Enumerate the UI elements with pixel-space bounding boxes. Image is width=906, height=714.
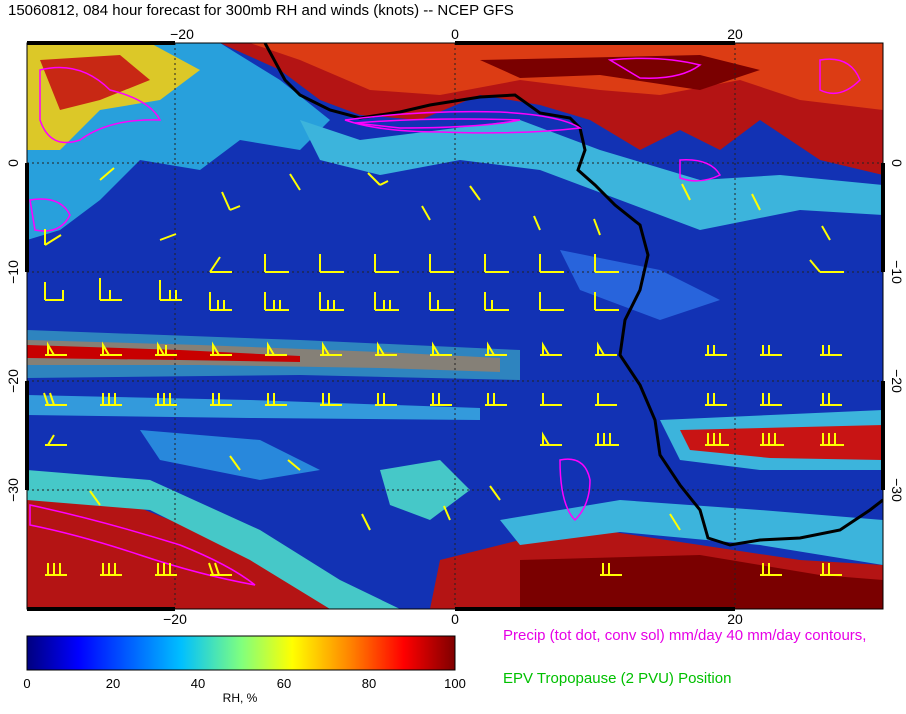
lat-left-tick-2: −10 (5, 260, 21, 284)
lon-bottom-tick-1: −20 (163, 611, 187, 627)
lat-right-tick-2: −10 (889, 260, 905, 284)
lon-top-tick-1: −20 (170, 26, 194, 42)
africa-coastline (263, 43, 883, 547)
colorbar-tick-60: 60 (276, 676, 292, 691)
map-title: 15060812, 084 hour forecast for 300mb RH… (8, 2, 514, 19)
colorbar-tick-80: 80 (361, 676, 377, 691)
wind-barbs (43, 167, 844, 576)
graticule (27, 43, 883, 609)
lat-left-tick-4: −30 (5, 478, 21, 502)
colorbar-tick-0: 0 (23, 676, 31, 691)
rh-colorbar (26, 635, 456, 671)
lon-bottom-tick-3: 20 (727, 611, 743, 627)
lat-left-tick-1: 0 (5, 159, 21, 167)
colorbar-tick-100: 100 (444, 676, 466, 691)
lon-bottom-tick-2: 0 (451, 611, 459, 627)
epv-legend: EPV Tropopause (2 PVU) Position (503, 670, 732, 687)
lat-right-tick-3: −20 (889, 369, 905, 393)
colorbar-tick-20: 20 (105, 676, 121, 691)
lon-top-tick-2: 0 (451, 26, 459, 42)
lat-right-tick-1: 0 (889, 159, 905, 167)
lat-right-tick-4: −30 (889, 478, 905, 502)
colorbar-tick-40: 40 (190, 676, 206, 691)
precip-legend: Precip (tot dot, conv sol) mm/day 40 mm/… (503, 627, 867, 644)
frame-tick-bars (25, 41, 885, 611)
lon-top-tick-3: 20 (727, 26, 743, 42)
colorbar-title: RH, % (222, 691, 258, 705)
precip-contours (29, 57, 861, 586)
rh-field (27, 43, 883, 609)
lat-left-tick-3: −20 (5, 369, 21, 393)
